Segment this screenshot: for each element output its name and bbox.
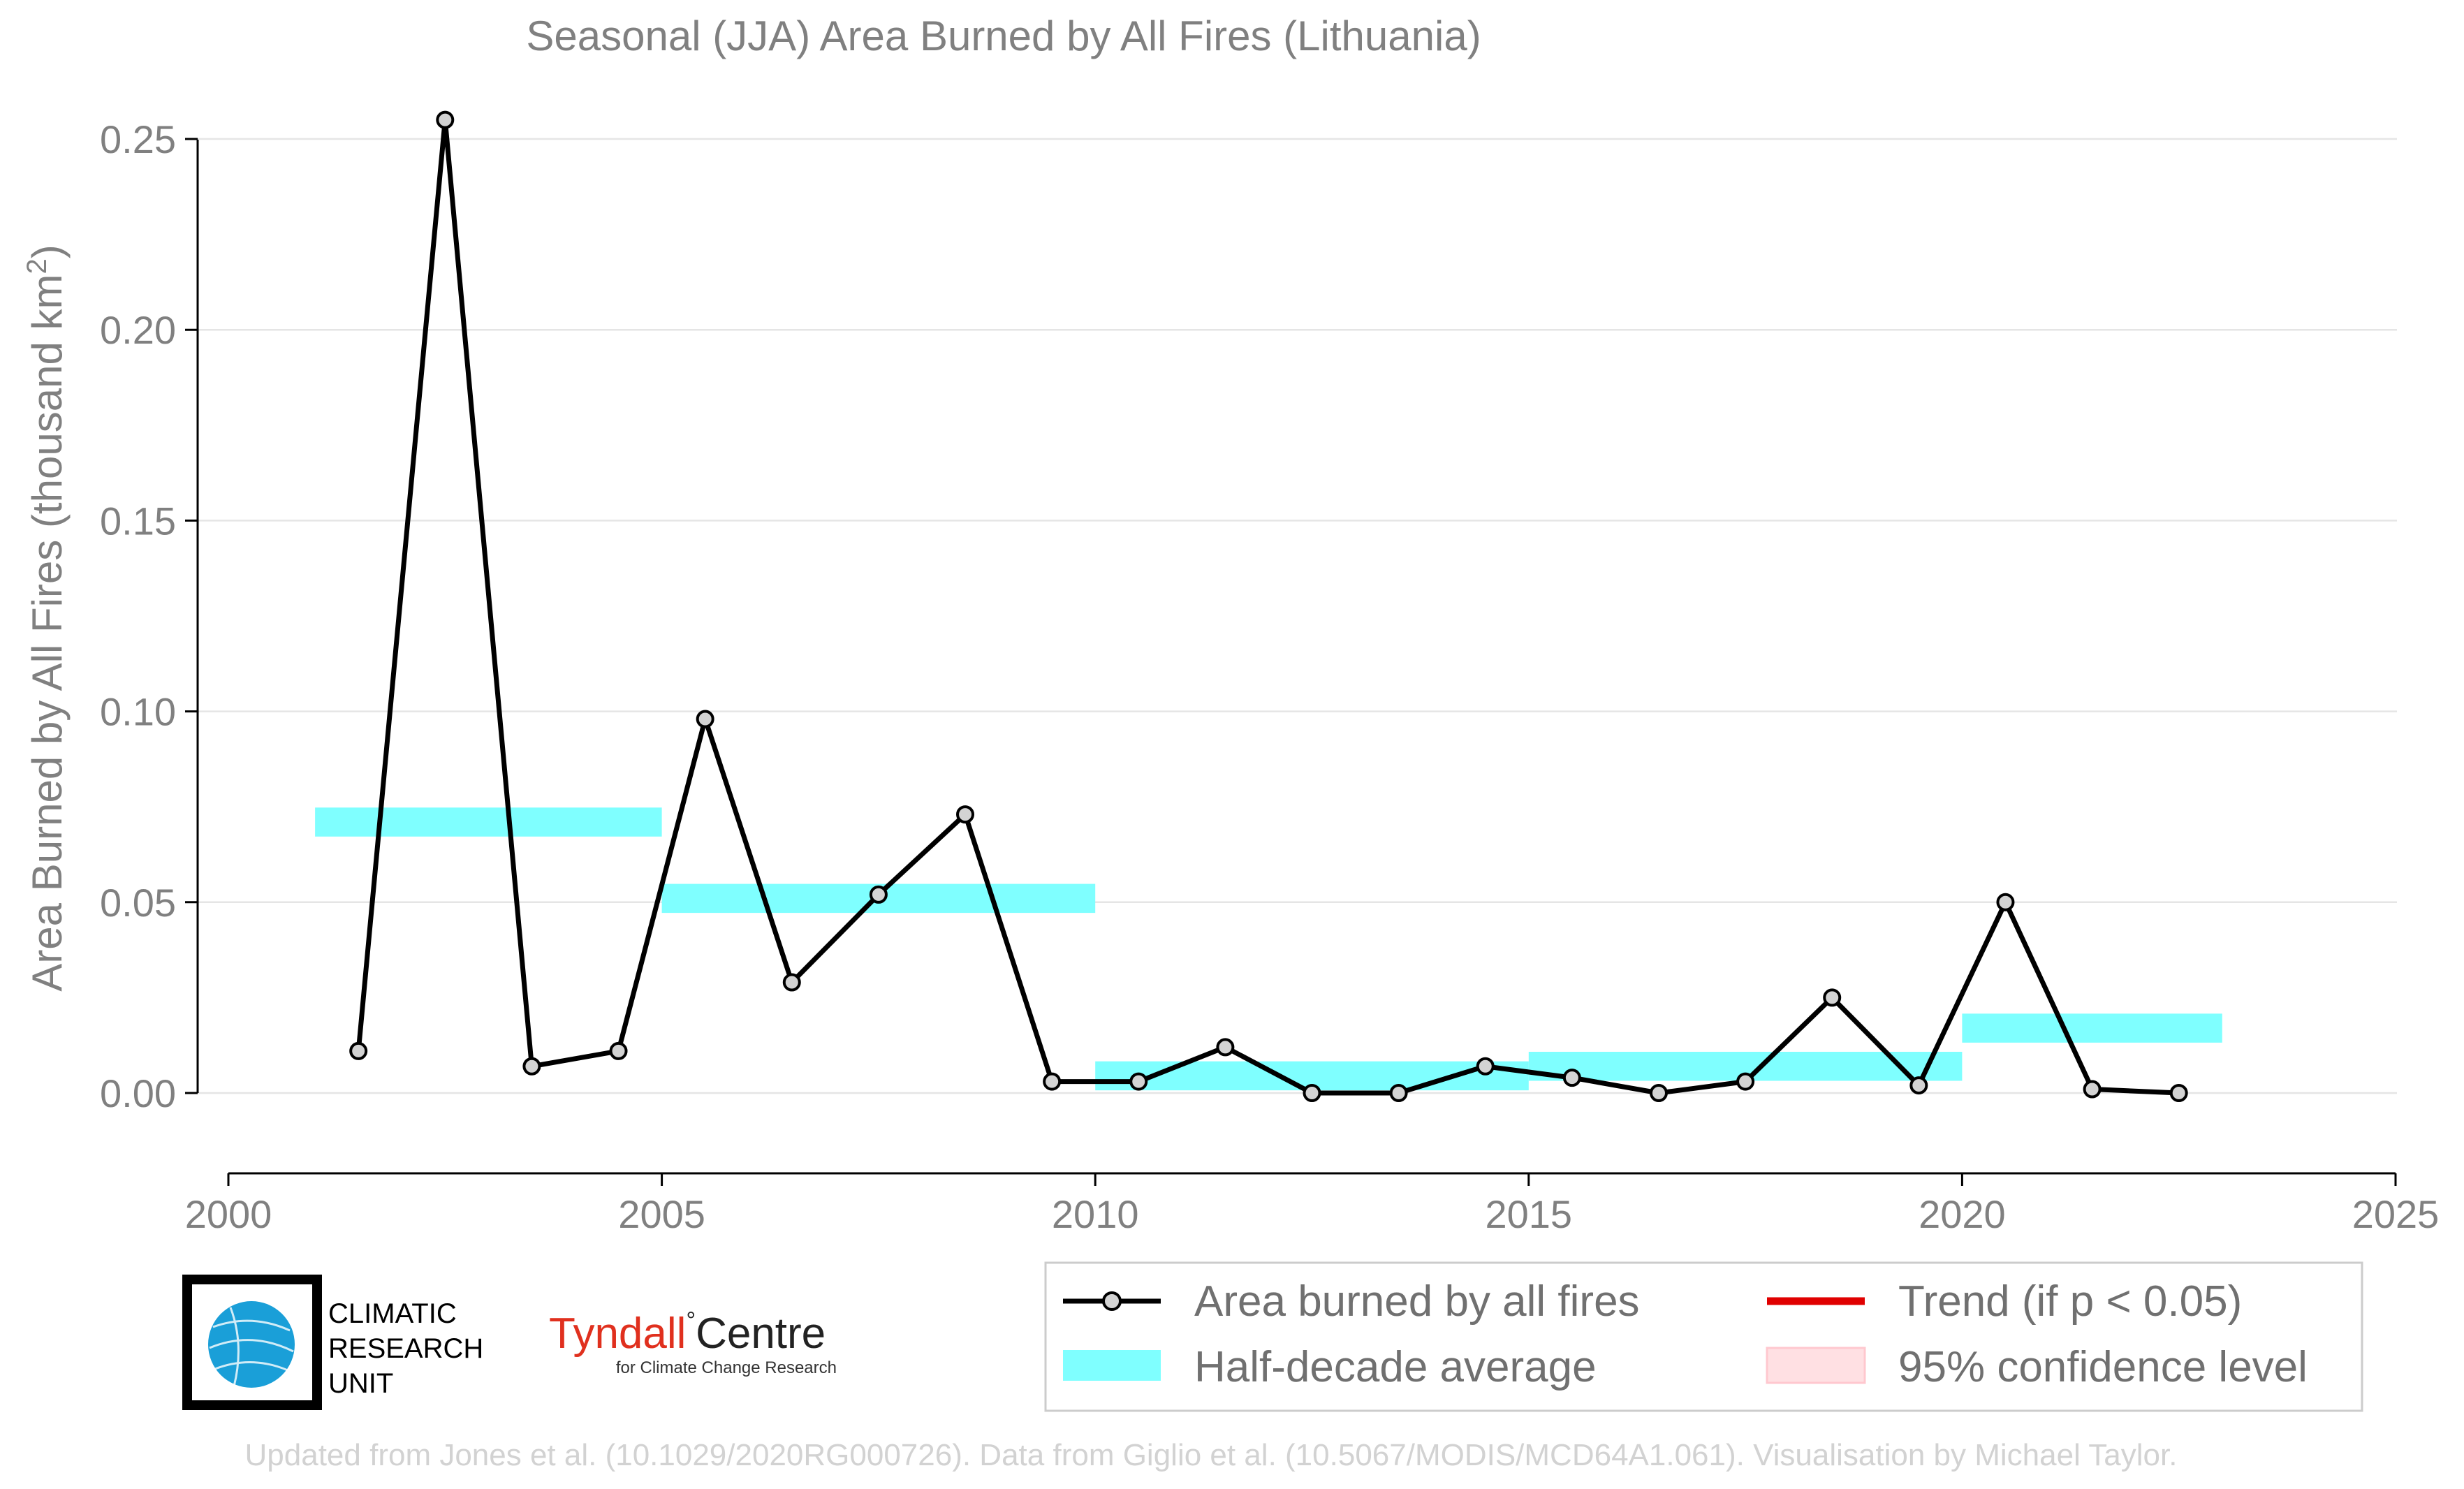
y-tick-label-1: 0.05 xyxy=(100,881,176,925)
data-point-3 xyxy=(609,1041,628,1060)
x-ticks: 2000 2005 2010 2015 2020 2025 xyxy=(185,1173,2440,1236)
data-point-4 xyxy=(696,710,714,728)
y-tick-label-5: 0.25 xyxy=(100,117,176,161)
chart-title: Seasonal (JJA) Area Burned by All Fires … xyxy=(526,13,1481,59)
cru-line2: RESEARCH xyxy=(328,1333,483,1364)
data-point-16 xyxy=(1736,1072,1755,1091)
half-decade-bar-0 xyxy=(315,807,662,837)
y-ticks: 0.00 0.05 0.10 0.15 0.20 0.25 xyxy=(100,117,198,1115)
cru-line1: CLIMATIC xyxy=(328,1298,457,1329)
legend-box xyxy=(1044,1261,2363,1412)
x-tick-label-1: 2005 xyxy=(618,1192,705,1236)
y-axis-label-end: ) xyxy=(24,244,71,258)
half-decade-bar-4 xyxy=(1962,1013,2222,1043)
data-point-17 xyxy=(1823,988,1842,1007)
tyndall-degree: ° xyxy=(686,1307,696,1334)
y-axis-label-main: Area Burned by All Fires (thousand km xyxy=(24,274,71,992)
cru-bracket-right xyxy=(229,1275,322,1410)
legend-label-half-decade: Half-decade average xyxy=(1194,1343,1597,1391)
y-axis-label: Area Burned by All Fires (thousand km2) xyxy=(22,244,71,991)
legend: Area burned by all fires Trend (if p < 0… xyxy=(1044,1261,2363,1412)
data-point-20 xyxy=(2083,1080,2102,1099)
x-tick-label-4: 2020 xyxy=(1919,1192,2006,1236)
tyndall-text: Tyndall°Centre xyxy=(549,1307,826,1358)
series-points xyxy=(349,110,2188,1102)
cru-logo: CLIMATIC RESEARCH UNIT xyxy=(182,1275,483,1410)
cru-bracket-left xyxy=(182,1275,278,1410)
legend-label-series: Area burned by all fires xyxy=(1194,1277,1640,1326)
footer-credit: Updated from Jones et al. (10.1029/2020R… xyxy=(245,1438,2178,1472)
data-point-15 xyxy=(1649,1084,1668,1102)
data-point-12 xyxy=(1389,1084,1408,1102)
legend-half-decade-swatch xyxy=(1063,1350,1161,1381)
cru-line3: UNIT xyxy=(328,1368,393,1399)
data-point-0 xyxy=(349,1041,368,1060)
x-tick-label-2: 2010 xyxy=(1052,1192,1139,1236)
y-tick-label-3: 0.15 xyxy=(100,499,176,543)
data-point-9 xyxy=(1129,1072,1148,1091)
data-point-2 xyxy=(522,1057,541,1076)
data-point-8 xyxy=(1043,1072,1062,1091)
data-point-5 xyxy=(782,973,801,992)
legend-label-confidence: 95% confidence level xyxy=(1898,1343,2308,1391)
series-line-group xyxy=(355,117,2179,1096)
data-point-1 xyxy=(436,110,455,129)
y-axis-label-sup: 2 xyxy=(22,258,52,274)
x-tick-label-0: 2000 xyxy=(185,1192,272,1236)
legend-marker-swatch xyxy=(1102,1291,1122,1311)
legend-label-trend: Trend (if p < 0.05) xyxy=(1898,1277,2242,1326)
data-point-14 xyxy=(1562,1069,1581,1087)
tyndall-sub: for Climate Change Research xyxy=(616,1358,837,1377)
data-point-19 xyxy=(1996,893,2015,911)
data-point-21 xyxy=(2169,1084,2188,1102)
x-tick-label-3: 2015 xyxy=(1486,1192,1573,1236)
data-point-6 xyxy=(869,885,888,904)
globe-lines-icon xyxy=(209,1307,294,1387)
data-point-10 xyxy=(1216,1038,1235,1057)
legend-confidence-swatch xyxy=(1766,1347,1866,1384)
gridlines xyxy=(198,138,2397,1094)
tyndall-centre: Centre xyxy=(696,1310,826,1358)
data-point-18 xyxy=(1909,1076,1928,1095)
data-point-7 xyxy=(956,805,975,824)
data-point-13 xyxy=(1476,1057,1495,1076)
data-point-11 xyxy=(1303,1084,1321,1102)
y-tick-label-2: 0.10 xyxy=(100,690,176,734)
tyndall-logo: Tyndall°Centre for Climate Change Resear… xyxy=(549,1307,837,1377)
y-tick-label-4: 0.20 xyxy=(100,308,176,352)
x-tick-label-5: 2025 xyxy=(2352,1192,2440,1236)
series-line xyxy=(355,117,2179,1096)
tyndall-word: Tyndall xyxy=(549,1310,686,1358)
y-tick-label-0: 0.00 xyxy=(100,1071,176,1115)
